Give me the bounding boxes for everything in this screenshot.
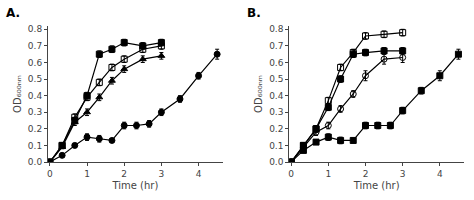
svg-text:Time (hr): Time (hr) xyxy=(353,180,400,191)
svg-text:3: 3 xyxy=(400,169,406,179)
svg-text:2: 2 xyxy=(121,169,127,179)
svg-text:0.4: 0.4 xyxy=(28,91,43,101)
svg-text:0.3: 0.3 xyxy=(28,107,42,117)
svg-text:0.0: 0.0 xyxy=(269,157,284,167)
svg-text:OD₆₀₀ₙₘ: OD₆₀₀ₙₘ xyxy=(253,75,264,113)
svg-text:0: 0 xyxy=(288,169,294,179)
svg-text:A.: A. xyxy=(6,6,20,20)
svg-text:0.1: 0.1 xyxy=(28,141,42,151)
svg-text:B.: B. xyxy=(247,6,261,20)
svg-text:0.7: 0.7 xyxy=(28,41,42,51)
svg-text:2: 2 xyxy=(363,169,369,179)
svg-text:4: 4 xyxy=(437,169,443,179)
svg-text:0.1: 0.1 xyxy=(269,141,283,151)
svg-text:0.5: 0.5 xyxy=(269,74,283,84)
svg-text:0.6: 0.6 xyxy=(269,58,284,68)
svg-text:4: 4 xyxy=(196,169,202,179)
svg-text:0.5: 0.5 xyxy=(28,74,42,84)
svg-text:0.2: 0.2 xyxy=(28,124,42,134)
svg-text:1: 1 xyxy=(84,169,90,179)
svg-text:0.0: 0.0 xyxy=(28,157,43,167)
svg-text:0.3: 0.3 xyxy=(269,107,283,117)
svg-text:1: 1 xyxy=(325,169,331,179)
svg-text:0: 0 xyxy=(47,169,53,179)
svg-text:0.4: 0.4 xyxy=(269,91,284,101)
svg-text:Time (hr): Time (hr) xyxy=(111,180,158,191)
svg-text:0.6: 0.6 xyxy=(28,58,43,68)
svg-text:0.8: 0.8 xyxy=(28,24,43,34)
svg-text:0.7: 0.7 xyxy=(269,41,283,51)
svg-text:0.2: 0.2 xyxy=(269,124,283,134)
svg-text:0.8: 0.8 xyxy=(269,24,284,34)
svg-text:3: 3 xyxy=(159,169,165,179)
svg-text:OD₆₀₀ₙₘ: OD₆₀₀ₙₘ xyxy=(12,75,23,113)
